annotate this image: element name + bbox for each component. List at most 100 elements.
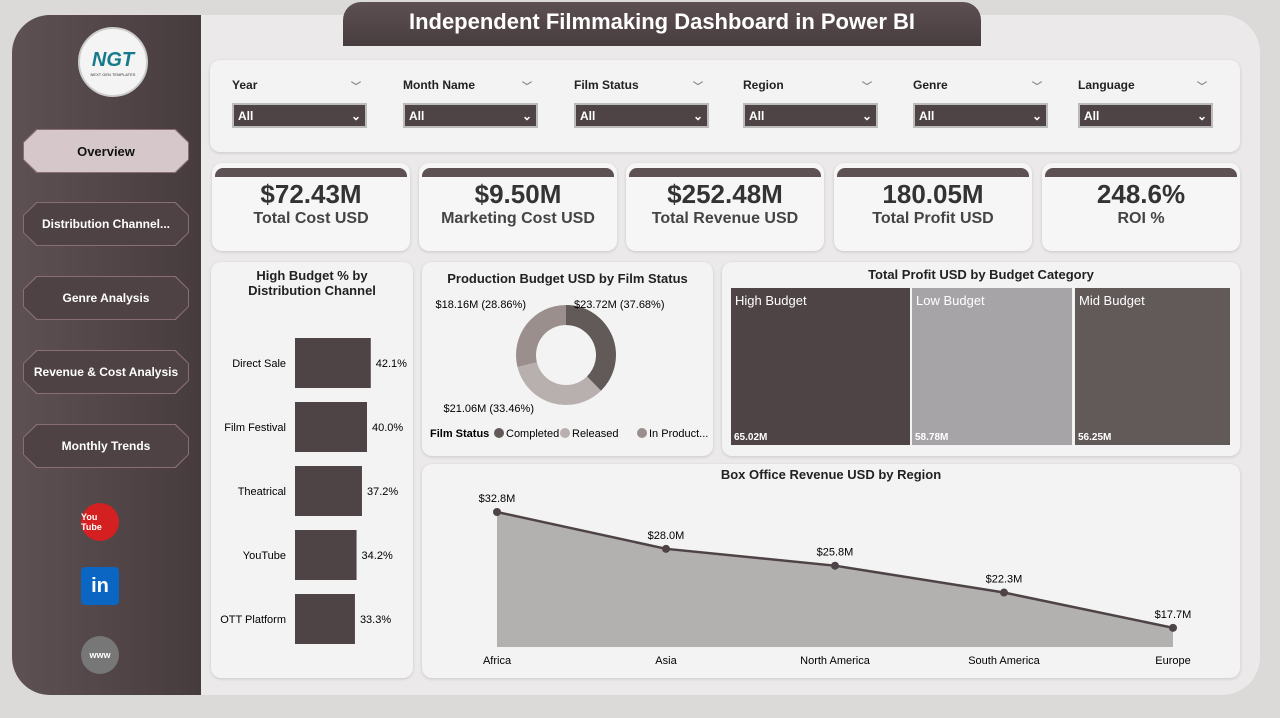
treemap-tile (731, 288, 910, 445)
nav-distribution-channel[interactable]: Distribution Channel... (23, 202, 189, 246)
data-label: $17.7M (1155, 609, 1192, 621)
filter-dropdown[interactable]: All ⌄ (403, 103, 538, 128)
chevron-down-icon: ﹀ (1197, 82, 1207, 93)
chevron-down-icon: ⌄ (1196, 109, 1207, 123)
social-icon-glyph: in (91, 574, 109, 597)
filter-label: Region (743, 78, 784, 92)
chevron-down-icon: ﹀ (693, 82, 703, 93)
bar-category-label: Theatrical (238, 486, 286, 498)
bar-value-label: 42.1% (376, 358, 407, 370)
kpi-header-bar (629, 168, 821, 177)
bar (295, 402, 367, 452)
filter-film-status: Film Status ﹀ All ⌄ (574, 78, 709, 128)
bar (295, 594, 355, 644)
filter-region: Region ﹀ All ⌄ (743, 78, 878, 128)
nav-button-face: Distribution Channel... (24, 203, 188, 245)
data-point (1000, 588, 1008, 597)
nav-label: Overview (77, 143, 135, 159)
chart-title: Production Budget USD by Film Status (447, 271, 688, 286)
bar (295, 338, 371, 388)
kpi-value: $252.48M (667, 179, 783, 209)
data-point (662, 544, 670, 553)
x-tick-label: Africa (483, 655, 512, 667)
bar (295, 530, 357, 580)
donut-slice (566, 305, 616, 391)
nav-overview[interactable]: Overview (23, 129, 189, 173)
data-label: $28.0M (648, 530, 685, 542)
filter-value: All (238, 109, 254, 123)
filter-header: Language ﹀ (1078, 78, 1213, 93)
nav-label: Revenue & Cost Analysis (33, 365, 179, 379)
data-point (831, 561, 839, 570)
youtube-icon[interactable]: You Tube (81, 503, 119, 541)
filter-dropdown[interactable]: All ⌄ (743, 103, 878, 128)
chart-title: Box Office Revenue USD by Region (720, 467, 942, 482)
nav-revenue-cost-analysis[interactable]: Revenue & Cost Analysis (23, 350, 189, 394)
filter-month-name: Month Name ﹀ All ⌄ (403, 78, 538, 128)
nav-monthly-trends[interactable]: Monthly Trends (23, 424, 189, 468)
kpi-value: $9.50M (474, 179, 562, 209)
filter-label: Language (1078, 78, 1135, 92)
legend-item: Completed (506, 428, 559, 440)
legend-item: In Product... (649, 428, 708, 440)
kpi-card: 180.05M Total Profit USD (834, 163, 1032, 251)
kpi-card: $9.50M Marketing Cost USD (419, 163, 617, 251)
filter-language: Language ﹀ All ⌄ (1078, 78, 1213, 128)
data-point (493, 508, 501, 516)
chevron-down-icon: ⌄ (1031, 109, 1042, 123)
kpi-card: $72.43M Total Cost USD (212, 163, 410, 251)
tile-label: Mid Budget (1079, 293, 1145, 308)
filter-value: All (409, 109, 425, 123)
filter-value: All (919, 109, 935, 123)
filter-dropdown[interactable]: All ⌄ (913, 103, 1048, 128)
data-point (1169, 623, 1177, 632)
chevron-down-icon: ⌄ (861, 109, 872, 123)
filter-dropdown[interactable]: All ⌄ (1078, 103, 1213, 128)
kpi-label: ROI % (1117, 210, 1165, 227)
bar-category-label: YouTube (243, 550, 286, 562)
kpi-card: $252.48M Total Revenue USD (626, 163, 824, 251)
tile-value: 56.25M (1078, 432, 1111, 443)
web-icon[interactable]: www (81, 636, 119, 674)
filter-header: Month Name ﹀ (403, 78, 538, 93)
kpi-label: Marketing Cost USD (441, 210, 595, 227)
social-icon-glyph: You Tube (81, 512, 102, 532)
area-fill (497, 512, 1173, 647)
filter-panel: Year ﹀ All ⌄ Month Name ﹀ All ⌄ Film Status ﹀ All ⌄… (210, 60, 1240, 152)
bar-value-label: 37.2% (367, 486, 398, 498)
bar-category-label: Direct Sale (232, 358, 286, 370)
filter-header: Film Status ﹀ (574, 78, 709, 93)
tile-label: High Budget (735, 293, 807, 308)
tile-value: 58.78M (915, 432, 948, 443)
bar-category-label: Film Festival (224, 422, 286, 434)
donut-slice (517, 362, 601, 405)
kpi-header-bar (837, 168, 1029, 177)
filter-dropdown[interactable]: All ⌄ (574, 103, 709, 128)
chevron-down-icon: ﹀ (351, 82, 361, 93)
nav-genre-analysis[interactable]: Genre Analysis (23, 276, 189, 320)
bar-value-label: 34.2% (362, 550, 393, 562)
kpi-card: 248.6% ROI % (1042, 163, 1240, 251)
nav-label: Genre Analysis (62, 291, 150, 305)
tile-label: Low Budget (916, 293, 985, 308)
social-icon-glyph: www (89, 650, 111, 660)
legend-marker (494, 428, 504, 438)
chevron-down-icon: ﹀ (1032, 82, 1042, 93)
treemap-chart: High Budget 65.02M Low Budget 58.78M Mid Bud… (731, 288, 1230, 445)
kpi-label: Total Profit USD (872, 210, 994, 227)
area-chart: $32.8M Africa $28.0M Asia $25.8M North Americ… (479, 493, 1192, 667)
linkedin-icon[interactable]: in (81, 567, 119, 605)
chevron-down-icon: ﹀ (862, 82, 872, 93)
nav-label: Monthly Trends (61, 439, 151, 453)
kpi-label: Total Cost USD (253, 210, 369, 227)
filter-header: Region ﹀ (743, 78, 878, 93)
filter-dropdown[interactable]: All ⌄ (232, 103, 367, 128)
kpi-value: 180.05M (882, 179, 984, 209)
data-label: $32.8M (479, 493, 516, 505)
filter-genre: Genre ﹀ All ⌄ (913, 78, 1048, 128)
filter-value: All (1084, 109, 1100, 123)
filter-year: Year ﹀ All ⌄ (232, 78, 367, 128)
filter-label: Year (232, 78, 258, 92)
chevron-down-icon: ⌄ (350, 109, 361, 123)
legend-item: Released (572, 428, 618, 440)
